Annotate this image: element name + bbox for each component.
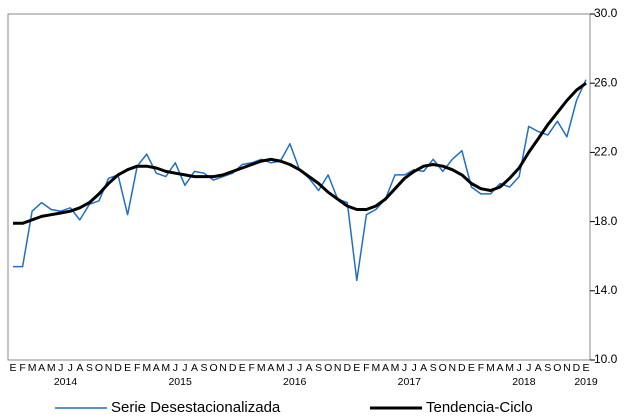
x-tick-label: E: [468, 362, 475, 374]
x-tick-label: N: [105, 362, 113, 374]
x-tick-label: D: [573, 362, 581, 374]
x-tick-label: A: [535, 362, 542, 374]
x-tick-label: D: [343, 362, 351, 374]
x-tick-label: S: [86, 362, 93, 374]
x-tick-label: E: [124, 362, 131, 374]
x-tick-label: M: [505, 362, 514, 374]
x-tick-label: N: [219, 362, 227, 374]
x-tick-label: D: [114, 362, 122, 374]
x-tick-label: N: [449, 362, 457, 374]
x-tick-label: A: [267, 362, 274, 374]
x-tick-label: O: [439, 362, 447, 374]
x-tick-label: A: [420, 362, 427, 374]
series-line: [13, 81, 587, 225]
x-tick-label: J: [402, 362, 407, 374]
x-tick-label: M: [391, 362, 400, 374]
year-label: 2017: [398, 376, 422, 388]
y-tick-label: 14.0: [594, 283, 618, 297]
x-tick-label: S: [430, 362, 437, 374]
x-tick-label: N: [334, 362, 342, 374]
x-tick-label: E: [9, 362, 16, 374]
x-tick-label: E: [582, 362, 589, 374]
x-tick-label: M: [257, 362, 266, 374]
x-tick-label: M: [142, 362, 151, 374]
x-tick-label: F: [478, 362, 484, 374]
x-tick-label: J: [58, 362, 63, 374]
x-tick-label: A: [76, 362, 83, 374]
x-tick-label: J: [297, 362, 302, 374]
x-tick-label: D: [458, 362, 466, 374]
x-tick-label: F: [134, 362, 140, 374]
year-label: 2016: [283, 376, 307, 388]
x-tick-label: O: [553, 362, 561, 374]
x-tick-label: F: [19, 362, 25, 374]
x-tick-label: E: [239, 362, 246, 374]
x-tick-label: M: [47, 362, 56, 374]
x-tick-label: S: [200, 362, 207, 374]
x-tick-label: S: [315, 362, 322, 374]
x-tick-label: A: [153, 362, 160, 374]
year-label: 2018: [512, 376, 536, 388]
x-tick-label: A: [382, 362, 389, 374]
x-tick-label: J: [411, 362, 416, 374]
x-tick-label: J: [526, 362, 531, 374]
year-label: 2014: [54, 376, 78, 388]
x-tick-label: J: [287, 362, 292, 374]
x-tick-label: M: [28, 362, 37, 374]
series-line: [13, 79, 587, 282]
x-tick-label: A: [306, 362, 313, 374]
x-tick-label: M: [276, 362, 285, 374]
x-tick-label: S: [544, 362, 551, 374]
y-tick-label: 10.0: [594, 352, 618, 366]
y-tick-label: 30.0: [594, 6, 618, 20]
y-tick-label: 22.0: [594, 145, 618, 159]
x-tick-label: O: [209, 362, 217, 374]
x-tick-label: A: [38, 362, 45, 374]
x-tick-label: F: [363, 362, 369, 374]
x-tick-label: O: [324, 362, 332, 374]
legend-label: Tendencia-Ciclo: [426, 399, 533, 416]
x-tick-label: M: [486, 362, 495, 374]
x-tick-label: A: [497, 362, 504, 374]
x-tick-label: A: [191, 362, 198, 374]
x-tick-label: M: [372, 362, 381, 374]
x-tick-label: E: [353, 362, 360, 374]
x-tick-label: J: [182, 362, 187, 374]
x-tick-label: O: [95, 362, 103, 374]
x-tick-label: F: [249, 362, 255, 374]
legend-label: Serie Desestacionalizada: [111, 399, 281, 416]
plot-frame: [7, 13, 591, 361]
x-tick-label: N: [563, 362, 571, 374]
x-tick-label: J: [517, 362, 522, 374]
y-tick-label: 18.0: [594, 214, 618, 228]
year-label: 2015: [168, 376, 192, 388]
x-tick-label: D: [229, 362, 237, 374]
x-tick-label: J: [68, 362, 73, 374]
x-tick-label: M: [161, 362, 170, 374]
y-tick-label: 26.0: [594, 75, 618, 89]
year-label: 2019: [574, 376, 598, 388]
x-tick-label: J: [173, 362, 178, 374]
